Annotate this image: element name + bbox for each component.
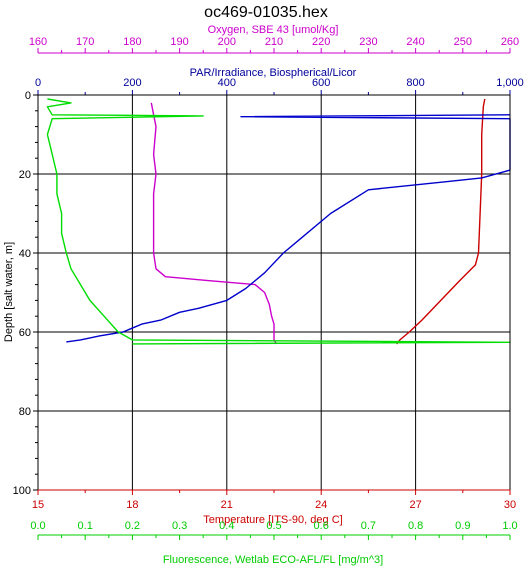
temperature-axis: 15 18 21 24 27 30 (32, 489, 516, 511)
fluorescence-tick-label: 0.8 (408, 520, 423, 532)
oxygen-tick-label: 220 (312, 36, 330, 48)
fluorescence-axis-label: Fluorescence, Wetlab ECO-AFL/FL [mg/m^3] (163, 554, 383, 566)
oxygen-tick-label: 210 (265, 36, 283, 48)
depth-tick-label: 80 (19, 406, 31, 418)
depth-tick-label: 20 (19, 169, 31, 181)
fluorescence-tick-label: 0.7 (361, 520, 376, 532)
par-tick-label: 0 (35, 77, 41, 89)
fluorescence-tick-label: 0.0 (30, 520, 45, 532)
par-tick-label: 200 (123, 77, 141, 89)
plot-frame (37, 94, 511, 491)
temperature-tick-label: 27 (409, 499, 421, 511)
fluorescence-tick-label: 0.4 (219, 520, 234, 532)
oxygen-tick-label: 250 (454, 36, 472, 48)
par-tick-label: 1,000 (496, 77, 524, 89)
oxygen-tick-label: 260 (501, 36, 519, 48)
oxygen-axis: 160 170 180 190 200 210 220 230 240 250 260 (29, 36, 519, 54)
oxygen-tick-label: 190 (170, 36, 188, 48)
temperature-tick-label: 30 (504, 499, 516, 511)
depth-tick-label: 100 (13, 485, 31, 497)
oxygen-axis-label: Oxygen, SBE 43 [umol/Kg] (208, 24, 339, 36)
series-par-irradiance (66, 114, 511, 343)
par-axis-label: PAR/Irradiance, Biospherical/Licor (190, 67, 357, 79)
depth-axis: 0 20 40 60 80 100 (13, 90, 38, 497)
par-tick-label: 800 (406, 77, 424, 89)
plot-grid (38, 95, 510, 490)
chart-title: oc469-01035.hex (204, 4, 328, 21)
oxygen-tick-label: 240 (406, 36, 424, 48)
fluorescence-tick-label: 1.0 (502, 520, 517, 532)
depth-tick-label: 0 (25, 90, 31, 102)
fluorescence-tick-label: 0.9 (455, 520, 470, 532)
temperature-tick-label: 15 (32, 499, 44, 511)
oxygen-tick-label: 230 (359, 36, 377, 48)
temperature-tick-label: 24 (315, 499, 327, 511)
par-axis: 0 200 400 600 800 1,000 (35, 77, 524, 96)
series-oxygen (150, 102, 278, 345)
par-tick-label: 400 (218, 77, 236, 89)
temperature-tick-label: 21 (221, 499, 233, 511)
series-fluorescence (46, 98, 511, 345)
fluorescence-tick-label: 0.5 (266, 520, 281, 532)
oxygen-tick-label: 160 (29, 36, 47, 48)
depth-tick-label: 60 (19, 327, 31, 339)
depth-tick-label: 40 (19, 248, 31, 260)
oxygen-tick-label: 170 (76, 36, 94, 48)
par-tick-label: 600 (312, 77, 330, 89)
series-layer (46, 98, 511, 345)
oxygen-tick-label: 200 (218, 36, 236, 48)
series-temperature (396, 98, 486, 345)
temperature-tick-label: 18 (126, 499, 138, 511)
fluorescence-tick-label: 0.1 (78, 520, 93, 532)
fluorescence-tick-label: 0.2 (125, 520, 140, 532)
depth-axis-label: Depth [salt water, m] (3, 242, 15, 342)
temperature-axis-label: Temperature [ITS-90, deg C] (203, 514, 342, 526)
oxygen-tick-label: 180 (123, 36, 141, 48)
fluorescence-tick-label: 0.6 (314, 520, 329, 532)
fluorescence-tick-label: 0.3 (172, 520, 187, 532)
fluorescence-axis: 0.0 0.1 0.2 0.3 0.4 0.5 0.6 0.7 0.8 0.9 1.0 (30, 520, 518, 540)
